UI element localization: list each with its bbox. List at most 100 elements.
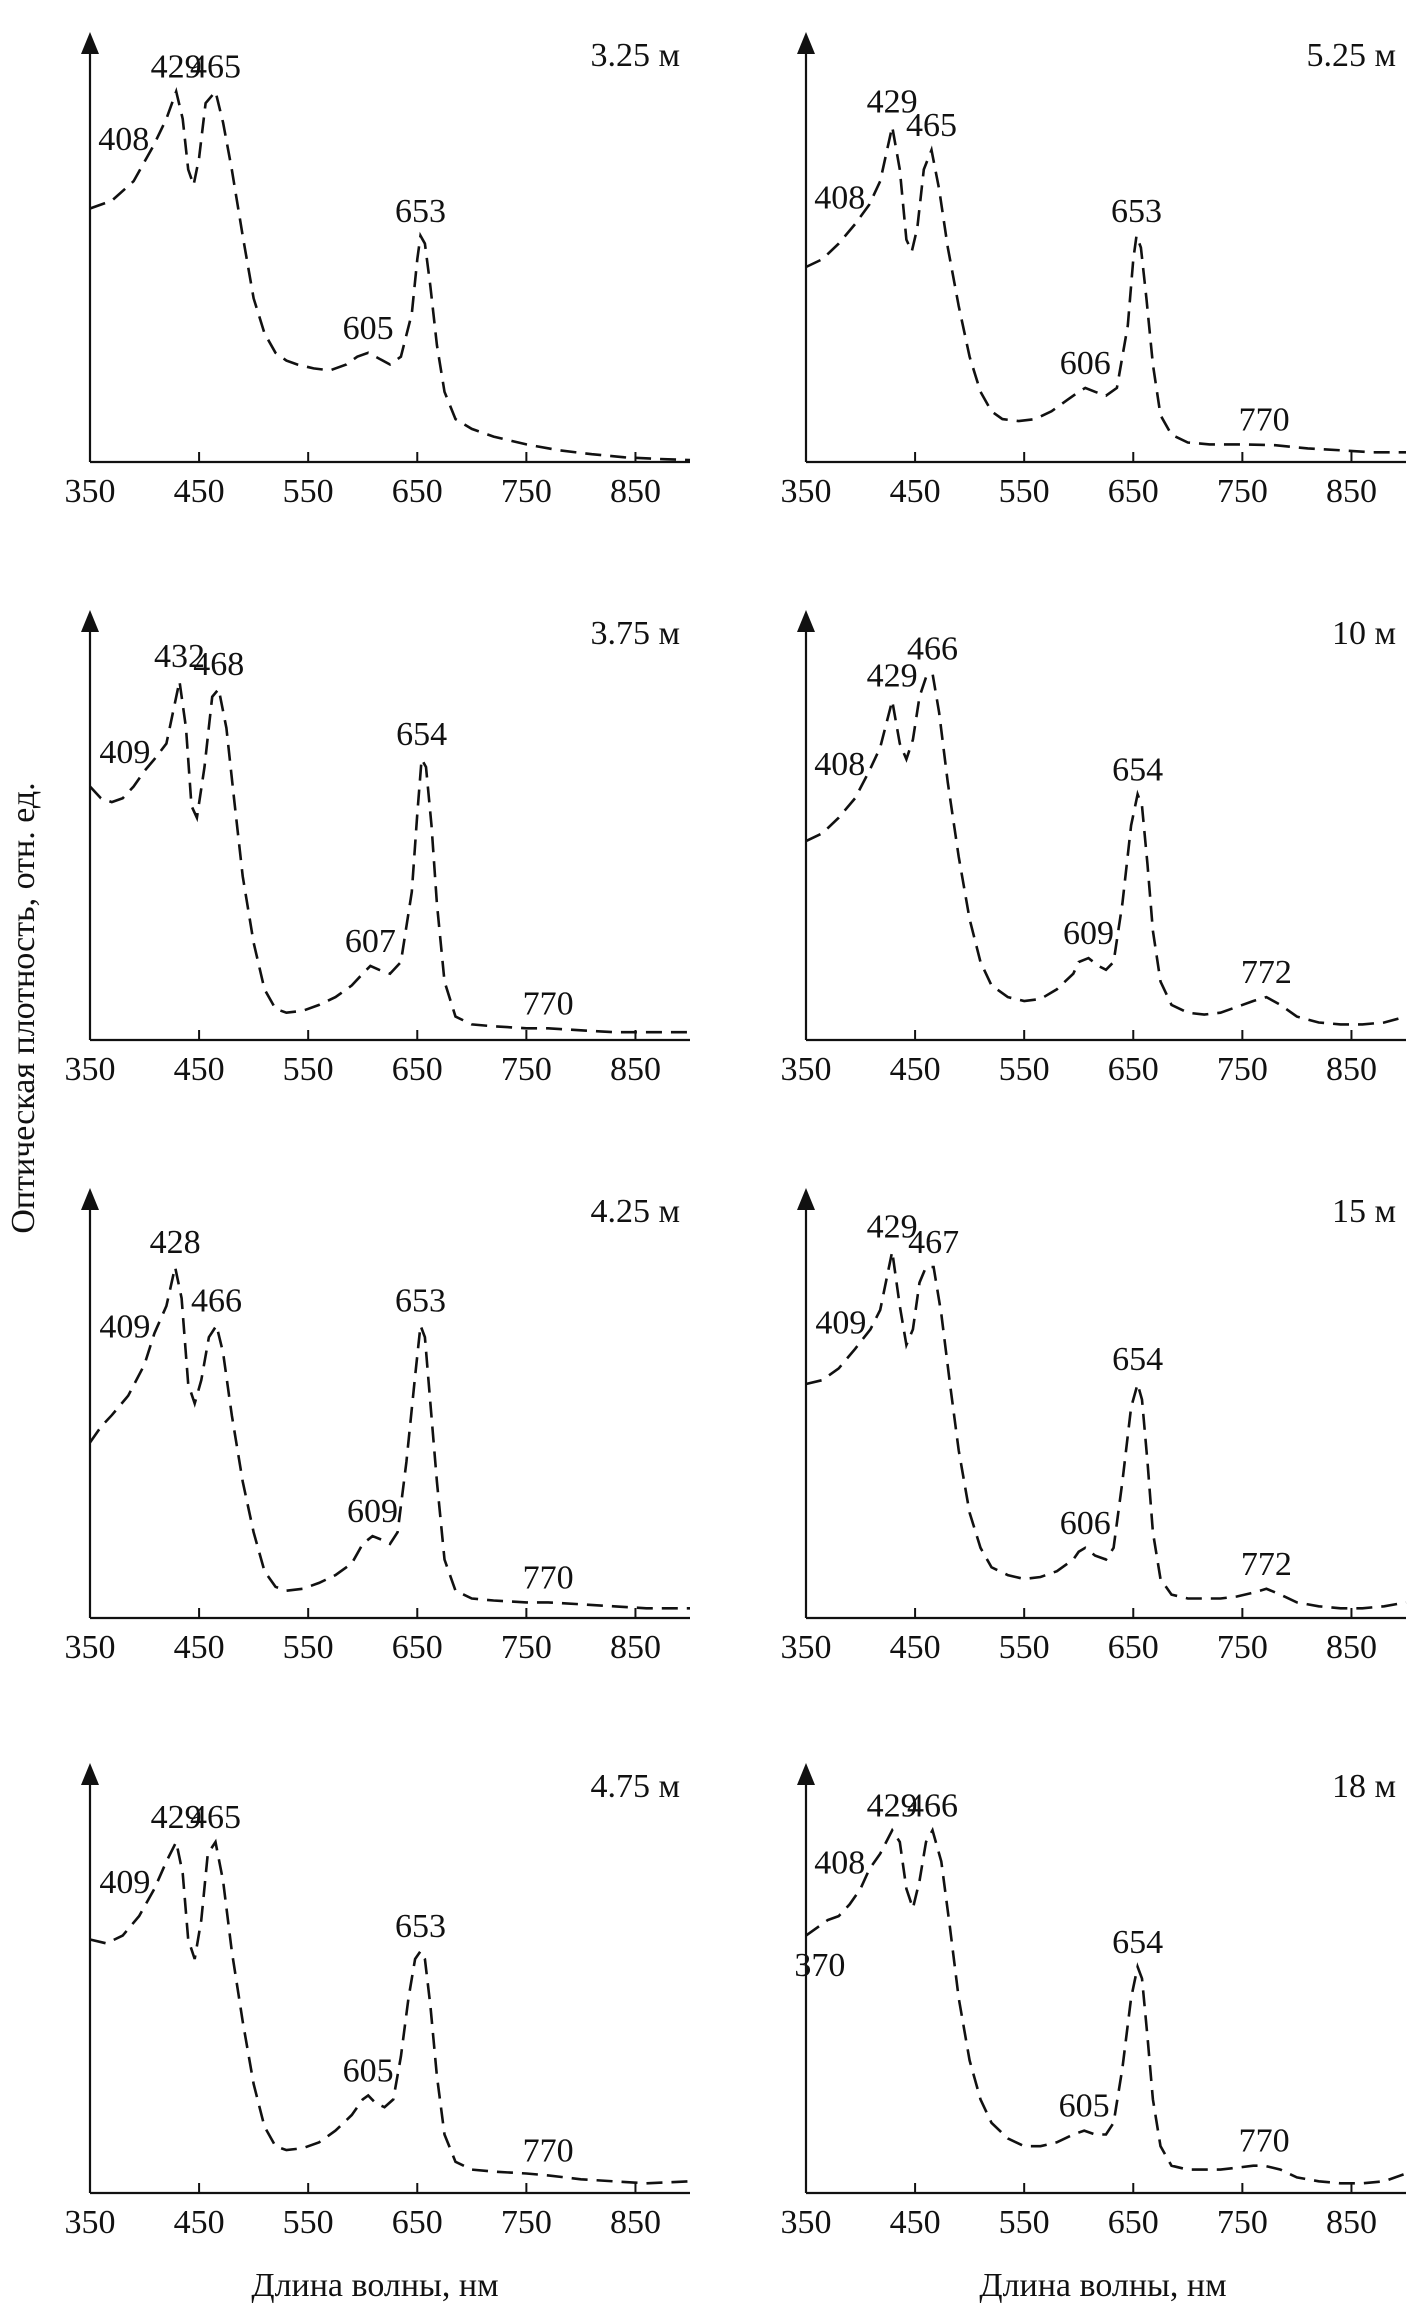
x-tick-label: 350 <box>65 2204 116 2241</box>
peak-label: 609 <box>1063 915 1114 952</box>
peak-label: 408 <box>814 1844 865 1881</box>
peak-label: 605 <box>1059 2088 1110 2125</box>
x-tick-label: 550 <box>283 2204 334 2241</box>
peak-label: 606 <box>1060 1505 1111 1542</box>
x-tick-label: 350 <box>65 1629 116 1666</box>
peak-label: 466 <box>191 1283 242 1320</box>
y-axis-arrow <box>81 1763 99 1785</box>
peak-label: 429 <box>151 1799 202 1836</box>
peak-label: 429 <box>867 658 918 695</box>
x-tick-label: 850 <box>1326 473 1377 510</box>
x-tick-label: 650 <box>1108 473 1159 510</box>
x-tick-label: 850 <box>1326 1629 1377 1666</box>
y-axis-arrow <box>81 32 99 54</box>
peak-label: 654 <box>396 716 447 753</box>
x-tick-label: 350 <box>781 1629 832 1666</box>
peak-label: 770 <box>1239 401 1290 438</box>
x-tick-label: 450 <box>890 1629 941 1666</box>
x-tick-label: 750 <box>1217 1629 1268 1666</box>
peak-label: 409 <box>99 1864 150 1901</box>
x-tick-label: 550 <box>999 473 1050 510</box>
depth-label: 4.25 м <box>590 1193 680 1230</box>
peak-label: 772 <box>1241 954 1292 991</box>
x-tick-label: 850 <box>1326 2204 1377 2241</box>
depth-label: 3.75 м <box>590 615 680 652</box>
peak-label: 606 <box>1060 345 1111 382</box>
x-tick-label: 350 <box>65 1051 116 1088</box>
x-tick-label: 850 <box>610 1051 661 1088</box>
x-tick-label: 650 <box>392 473 443 510</box>
x-tick-label: 450 <box>890 1051 941 1088</box>
spectrum-curve <box>89 680 690 1034</box>
x-tick-label: 450 <box>174 2204 225 2241</box>
x-tick-label: 450 <box>174 1629 225 1666</box>
y-axis-arrow <box>81 610 99 632</box>
x-tick-label: 750 <box>501 1629 552 1666</box>
x-tick-label: 350 <box>781 473 832 510</box>
peak-label: 466 <box>907 630 958 667</box>
y-axis-title: Оптическая плотность, отн. ед. <box>5 782 42 1233</box>
peak-label: 409 <box>815 1304 866 1341</box>
x-tick-label: 750 <box>501 473 552 510</box>
x-tick-label: 850 <box>610 473 661 510</box>
spectrum-curve <box>805 1826 1407 2185</box>
spectrum-curve <box>805 671 1407 1026</box>
peak-label: 653 <box>395 1908 446 1945</box>
x-tick-label: 850 <box>610 1629 661 1666</box>
peak-label: 654 <box>1112 751 1163 788</box>
x-tick-label: 550 <box>283 1629 334 1666</box>
x-tick-label: 650 <box>392 2204 443 2241</box>
peak-label: 370 <box>794 1947 845 1984</box>
depth-label: 18 м <box>1332 1768 1396 1805</box>
peak-label: 466 <box>907 1787 958 1824</box>
depth-label: 5.25 м <box>1306 37 1396 74</box>
x-axis-title-right: Длина волны, нм <box>979 2267 1226 2304</box>
peak-label: 432 <box>154 638 205 675</box>
x-tick-label: 650 <box>392 1051 443 1088</box>
peak-label: 465 <box>190 49 241 86</box>
spectrum-curve <box>805 1251 1407 1610</box>
x-tick-label: 450 <box>890 2204 941 2241</box>
depth-label: 15 м <box>1332 1193 1396 1230</box>
x-tick-label: 850 <box>1326 1051 1377 1088</box>
y-axis-arrow <box>797 1188 815 1210</box>
peak-label: 409 <box>99 734 150 771</box>
spectrum-curve <box>805 126 1406 454</box>
x-tick-label: 650 <box>1108 1629 1159 1666</box>
peak-label: 429 <box>867 1787 918 1824</box>
spectrum-curve <box>88 1266 690 1610</box>
peak-label: 429 <box>867 84 918 121</box>
peak-label: 654 <box>1112 1341 1163 1378</box>
peak-label: 770 <box>1239 2123 1290 2160</box>
peak-label: 429 <box>867 1208 918 1245</box>
peak-label: 653 <box>395 193 446 230</box>
peak-label: 653 <box>1111 193 1162 230</box>
x-tick-label: 350 <box>781 2204 832 2241</box>
depth-label: 10 м <box>1332 615 1396 652</box>
peak-label: 654 <box>1112 1924 1163 1961</box>
spectrum-panel: 350 450 550 650 750 850 4.25 м 409 428 466 609 653 7… <box>65 1188 690 1666</box>
peak-label: 467 <box>908 1224 959 1261</box>
peak-label: 770 <box>523 1559 574 1596</box>
y-axis-arrow <box>797 1763 815 1785</box>
peak-label: 465 <box>190 1799 241 1836</box>
y-axis-arrow <box>81 1188 99 1210</box>
x-tick-label: 750 <box>501 1051 552 1088</box>
peak-label: 429 <box>151 49 202 86</box>
x-tick-label: 550 <box>999 1051 1050 1088</box>
peak-label: 605 <box>343 2053 394 2090</box>
x-tick-label: 550 <box>283 1051 334 1088</box>
x-axis-title-left: Длина волны, нм <box>251 2267 498 2304</box>
peak-label: 465 <box>906 107 957 144</box>
x-tick-label: 750 <box>1217 473 1268 510</box>
x-tick-label: 650 <box>1108 1051 1159 1088</box>
peak-label: 409 <box>99 1308 150 1345</box>
